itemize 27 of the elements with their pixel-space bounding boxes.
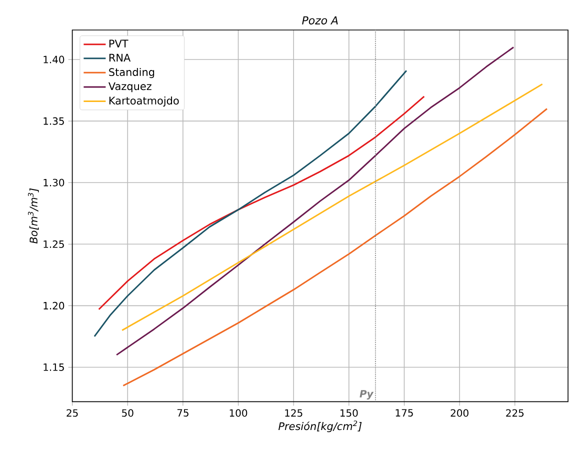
x-tick-label: 200 bbox=[450, 409, 468, 417]
line-series bbox=[98, 96, 425, 310]
y-tick-label: 1.30 bbox=[44, 178, 64, 186]
legend-label: Vazquez bbox=[108, 82, 152, 92]
x-tick-label: 150 bbox=[340, 409, 358, 417]
legend-label: PVT bbox=[109, 40, 128, 48]
x-tick-label: 125 bbox=[285, 409, 302, 417]
x-tick-label: 100 bbox=[230, 409, 248, 417]
chart-title: Pozo A bbox=[302, 16, 338, 24]
x-axis-title: Presión[kg/cm$^{2}$] bbox=[278, 420, 362, 432]
legend-label: RNA bbox=[109, 54, 131, 62]
x-tick-label: 175 bbox=[396, 409, 413, 417]
y-tick-label: 1.25 bbox=[44, 240, 64, 248]
x-tick-label: 75 bbox=[177, 409, 188, 417]
y-tick-label: 1.40 bbox=[44, 56, 64, 64]
y-tick-label: 1.15 bbox=[44, 364, 64, 371]
x-tick-label: 25 bbox=[66, 409, 78, 417]
legend-label: Standing bbox=[109, 68, 154, 78]
line-series bbox=[94, 70, 408, 338]
ref-line-label: Py bbox=[360, 390, 374, 400]
x-tick-label: 50 bbox=[122, 409, 134, 417]
x-tick-label: 225 bbox=[506, 409, 524, 417]
y-axis-title: Bo[m$^{3}$/m$^{3}$] bbox=[28, 188, 39, 244]
y-tick-label: 1.35 bbox=[44, 117, 64, 125]
legend-label: Kartoatmojdo bbox=[109, 96, 179, 107]
line-series bbox=[122, 108, 548, 386]
y-tick-label: 1.20 bbox=[44, 302, 64, 310]
